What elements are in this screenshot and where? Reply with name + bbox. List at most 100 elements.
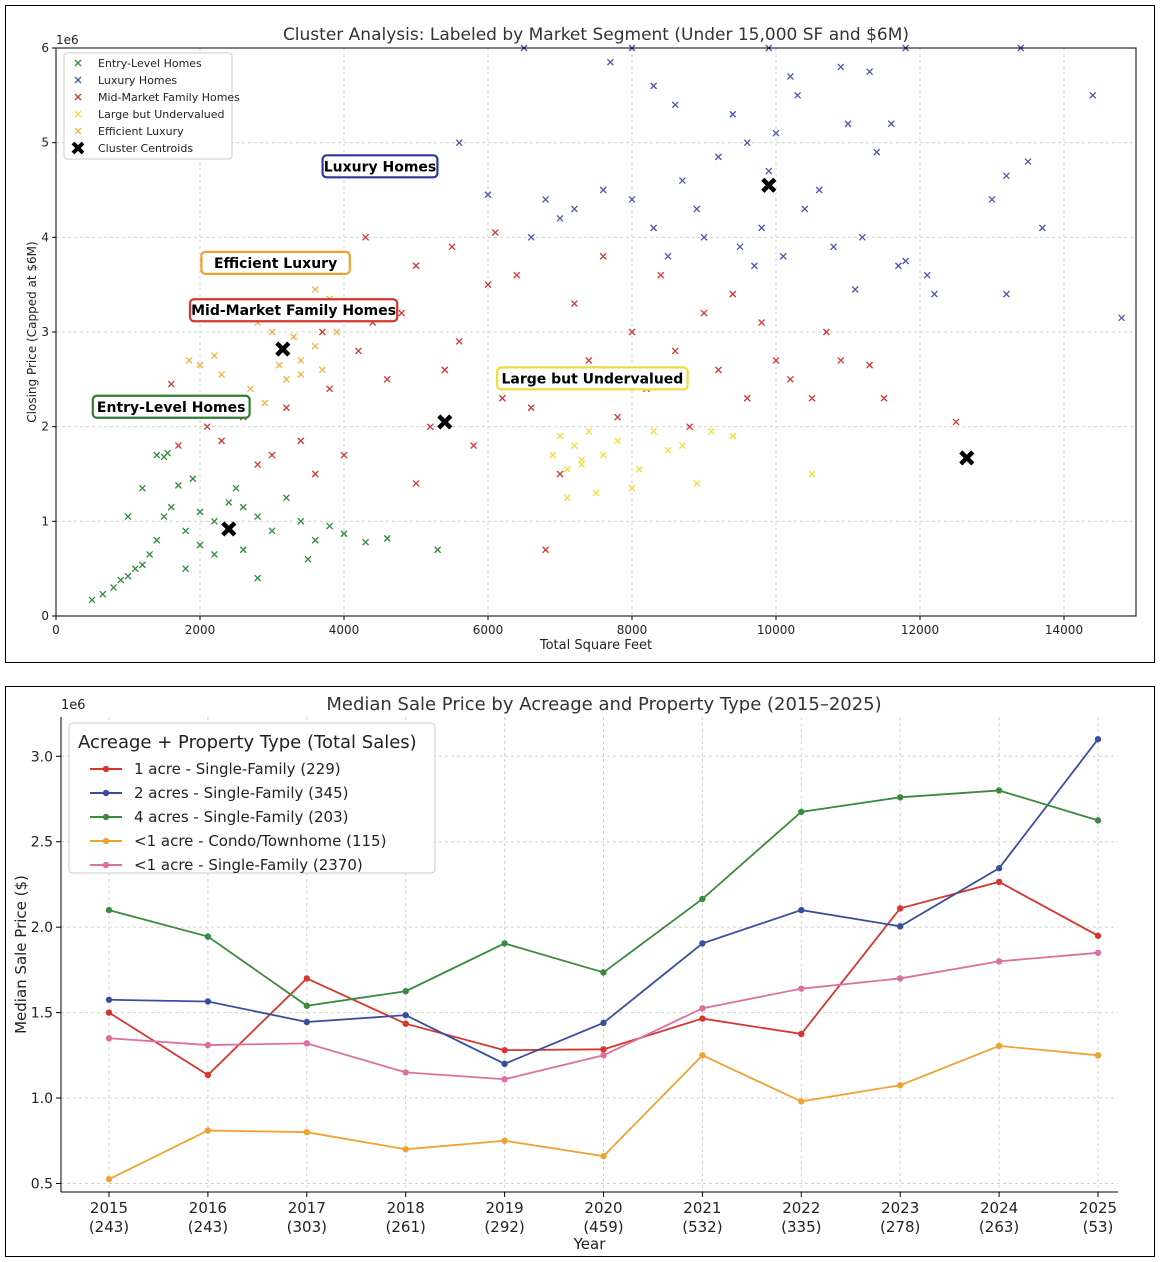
scatter-point [99,590,107,598]
segment-annotation-label: Large but Undervalued [501,371,683,387]
line-data-point [303,1018,310,1026]
scatter-point [297,517,305,525]
scatter-point [830,243,838,251]
line-x-tick-year: 2022 [782,1199,820,1217]
line-x-tick-count: (532) [682,1218,722,1236]
scatter-point [693,480,701,487]
line-data-point [105,1175,113,1183]
line-y-tick-label: 0.5 [31,1176,53,1192]
scatter-point [758,224,766,232]
scatter-legend-label: Luxury Homes [98,74,177,87]
line-series-group [105,736,1102,1183]
scatter-point [470,442,478,450]
scatter-point [153,451,161,459]
scatter-point [1002,290,1010,298]
line-data-point [1094,736,1102,743]
scatter-point [203,423,211,431]
scatter-x-tick-label: 4000 [329,623,360,637]
scatter-legend-marker [74,76,82,84]
scatter-point [873,148,881,156]
line-data-point [1094,932,1102,939]
scatter-y-tick-label: 6 [41,41,49,55]
scatter-point [210,352,218,360]
scatter-point [362,233,370,241]
scatter-point [326,385,334,393]
scatter-point [599,451,607,459]
scatter-x-tick-label: 8000 [617,623,648,637]
line-data-point [600,1052,607,1059]
line-data-point [204,1071,212,1079]
scatter-point [318,328,326,336]
scatter-point [686,423,694,431]
scatter-point [729,432,737,440]
scatter-point [844,120,852,128]
scatter-point [174,481,182,489]
line-x-tick-year: 2020 [584,1199,622,1217]
line-x-tick-year: 2024 [980,1199,1018,1217]
scatter-point [772,129,780,137]
line-legend-label: 2 acres - Single-Family (345) [134,784,348,802]
scatter-point [866,361,874,369]
line-x-tick-count: (243) [188,1218,228,1236]
line-y-multiplier: 1e6 [61,698,86,713]
scatter-point [1089,91,1097,99]
scatter-point [196,508,204,516]
scatter-point [1038,224,1046,232]
scatter-point [556,432,564,440]
scatter-point [858,233,866,241]
scatter-point [599,252,607,260]
scatter-point [815,186,823,194]
scatter-point [311,285,319,293]
line-y-tick-label: 1.5 [31,1006,53,1022]
scatter-point [290,333,298,341]
line-data-point [995,865,1003,872]
line-data-point [699,1052,706,1059]
line-x-tick-count: (303) [287,1218,327,1236]
line-data-point [798,906,805,914]
scatter-point [268,527,276,535]
scatter-point [218,437,226,445]
scatter-point [714,153,722,161]
scatter-y-multiplier: 1e6 [56,33,79,47]
scatter-point [383,375,391,383]
scatter-point [585,356,593,364]
scatter-point [707,427,715,435]
line-legend-swatch-dot [102,813,110,821]
scatter-point [556,214,564,222]
line-data-point [897,794,904,801]
scatter-point [563,465,571,473]
scatter-point [743,139,751,147]
scatter-point [455,139,463,147]
scatter-point [822,328,830,336]
scatter-point [542,546,550,554]
scatter-x-tick-label: 0 [52,623,60,637]
scatter-point [268,328,276,336]
line-x-tick-year: 2018 [387,1199,425,1217]
line-legend-box [68,722,436,874]
scatter-point [837,356,845,364]
line-x-tick-count: (292) [484,1218,524,1236]
scatter-point [923,271,931,279]
scatter-point [254,461,262,468]
line-data-point [600,1152,607,1160]
line-data-point [699,1015,706,1022]
scatter-point [434,546,442,554]
line-data-point [402,988,409,995]
line-legend: Acreage + Property Type (Total Sales) 1 a… [68,722,436,874]
line-x-axis-label: Year [573,1235,607,1253]
line-data-point [105,1009,113,1016]
line-legend-swatch-dot [102,789,110,797]
segment-annotation-box [321,154,439,179]
scatter-point [1002,172,1010,180]
line-legend-label: 1 acre - Single-Family (229) [134,760,341,778]
scatter-point [599,186,607,194]
line-data-point [105,996,113,1003]
scatter-point [232,484,240,492]
scatter-point [297,371,305,379]
scatter-legend-marker [74,59,82,67]
line-data-point [995,787,1003,794]
scatter-point [254,513,262,521]
scatter-point [189,475,197,483]
scatter-point [311,342,319,350]
line-legend-title: Acreage + Property Type (Total Sales) [78,732,417,753]
